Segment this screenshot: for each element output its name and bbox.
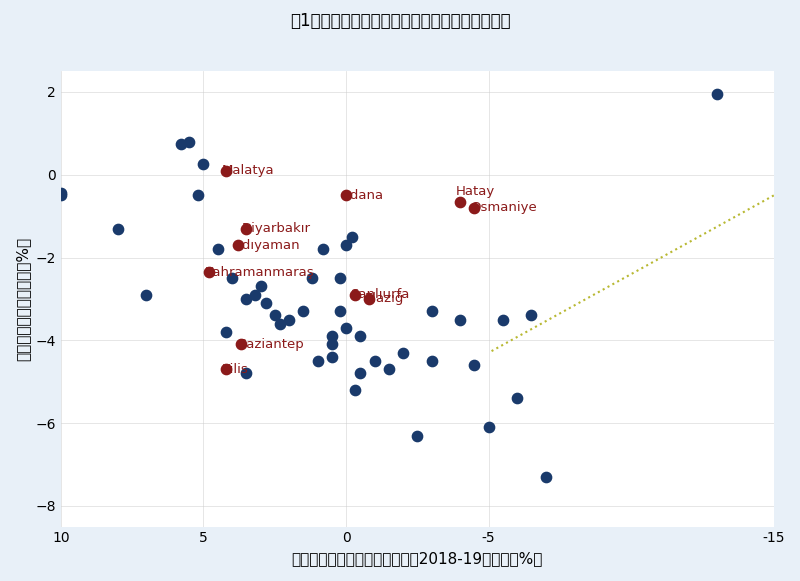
- Point: [174, 139, 187, 148]
- Point: [468, 360, 481, 370]
- Point: [234, 340, 247, 349]
- Point: [140, 290, 153, 299]
- Text: Osmaniye: Osmaniye: [470, 202, 537, 214]
- Point: [260, 299, 273, 308]
- Point: [197, 160, 210, 169]
- Point: [254, 282, 267, 291]
- Point: [183, 137, 196, 146]
- Point: [240, 369, 253, 378]
- Point: [54, 189, 67, 198]
- Point: [710, 89, 723, 99]
- Point: [111, 224, 124, 233]
- Point: [348, 385, 361, 394]
- Point: [362, 294, 375, 303]
- Point: [346, 232, 358, 242]
- Point: [382, 365, 395, 374]
- Point: [425, 307, 438, 316]
- Point: [240, 294, 253, 303]
- Text: Elazığ: Elazığ: [365, 292, 404, 306]
- Point: [220, 365, 233, 374]
- Text: Adana: Adana: [342, 189, 384, 202]
- Text: 図1　県別経済成長率とエルドアンの得票率変化: 図1 県別経済成長率とエルドアンの得票率変化: [290, 12, 510, 30]
- Point: [482, 422, 495, 432]
- Point: [454, 197, 466, 206]
- Point: [334, 307, 346, 316]
- Text: Kilis: Kilis: [222, 363, 249, 376]
- Point: [468, 203, 481, 213]
- Point: [311, 356, 324, 365]
- Point: [326, 332, 338, 341]
- Point: [211, 245, 224, 254]
- Point: [240, 224, 253, 233]
- Point: [220, 327, 233, 336]
- Text: Gaziantep: Gaziantep: [236, 338, 304, 351]
- Point: [354, 369, 366, 378]
- Point: [525, 311, 538, 320]
- Point: [340, 323, 353, 332]
- Text: Diyarbakır: Diyarbakır: [242, 222, 311, 235]
- Text: Şanlıurfa: Şanlıurfa: [350, 288, 410, 302]
- Point: [334, 274, 346, 283]
- Point: [340, 191, 353, 200]
- Point: [497, 315, 510, 324]
- Y-axis label: エルドアン得票率変化（%）: エルドアン得票率変化（%）: [15, 237, 30, 361]
- Point: [397, 348, 410, 357]
- Point: [191, 191, 204, 200]
- Point: [368, 356, 381, 365]
- Point: [297, 307, 310, 316]
- Point: [411, 431, 424, 440]
- Point: [340, 241, 353, 250]
- Point: [510, 393, 523, 403]
- Point: [282, 315, 295, 324]
- Text: Kahramanmaraş: Kahramanmaraş: [205, 266, 314, 278]
- Point: [220, 166, 233, 175]
- Point: [231, 241, 244, 250]
- X-axis label: 県別経済成長率（右ほど低い、2018-19年平均、%）: 県別経済成長率（右ほど低い、2018-19年平均、%）: [292, 551, 543, 566]
- Point: [326, 340, 338, 349]
- Point: [249, 290, 262, 299]
- Point: [354, 332, 366, 341]
- Point: [268, 311, 281, 320]
- Point: [317, 245, 330, 254]
- Text: Malatya: Malatya: [222, 164, 274, 177]
- Point: [425, 356, 438, 365]
- Point: [306, 274, 318, 283]
- Point: [539, 472, 552, 482]
- Text: Hatay: Hatay: [456, 185, 495, 198]
- Text: Adıyaman: Adıyaman: [234, 239, 300, 252]
- Point: [226, 274, 238, 283]
- Point: [274, 319, 287, 328]
- Point: [202, 267, 215, 277]
- Point: [348, 290, 361, 299]
- Point: [54, 191, 67, 200]
- Point: [326, 352, 338, 361]
- Point: [454, 315, 466, 324]
